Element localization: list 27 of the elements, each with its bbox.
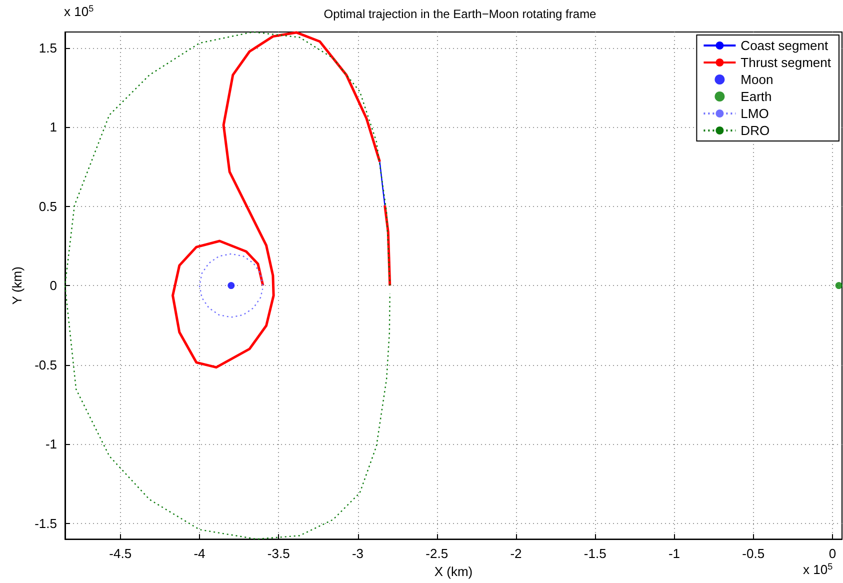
x-tick-label: 0 xyxy=(828,546,836,562)
x-tick-label: -4 xyxy=(194,546,206,562)
y-tick-label: -1.5 xyxy=(34,516,57,531)
legend-label: Moon xyxy=(740,72,774,87)
x-tick-label: -4.5 xyxy=(109,546,132,562)
line-series xyxy=(198,253,264,318)
y-tick-label: 1 xyxy=(50,120,57,135)
legend-label: Earth xyxy=(740,89,772,104)
x-tick-label: -2.5 xyxy=(426,546,448,562)
y-tick-label: 0.5 xyxy=(38,198,57,214)
y-tick-label: -1 xyxy=(45,436,57,452)
x-tick-label: -3.5 xyxy=(267,546,290,562)
chart-title: Optimal trajection in the Earth−Moon rotating frame xyxy=(324,7,597,21)
y-axis-title: Y (km) xyxy=(10,266,25,305)
x-tick-label: -1 xyxy=(668,546,680,562)
x-tick-label: -3 xyxy=(352,546,364,562)
y-tick-label: 1.5 xyxy=(38,40,57,56)
legend-label: Coast segment xyxy=(740,38,829,53)
x-tick-label: -2 xyxy=(510,546,522,562)
y-tick-label: 0 xyxy=(50,278,57,294)
legend-label: LMO xyxy=(740,106,769,121)
y-tick-label: -0.5 xyxy=(34,357,57,372)
legend-label: DRO xyxy=(740,123,770,138)
x-tick-label: -1.5 xyxy=(584,546,606,562)
x-axis-title: X (km) xyxy=(434,564,473,579)
x-tick-label: -0.5 xyxy=(742,546,765,562)
legend-label: Thrust segment xyxy=(740,55,832,70)
